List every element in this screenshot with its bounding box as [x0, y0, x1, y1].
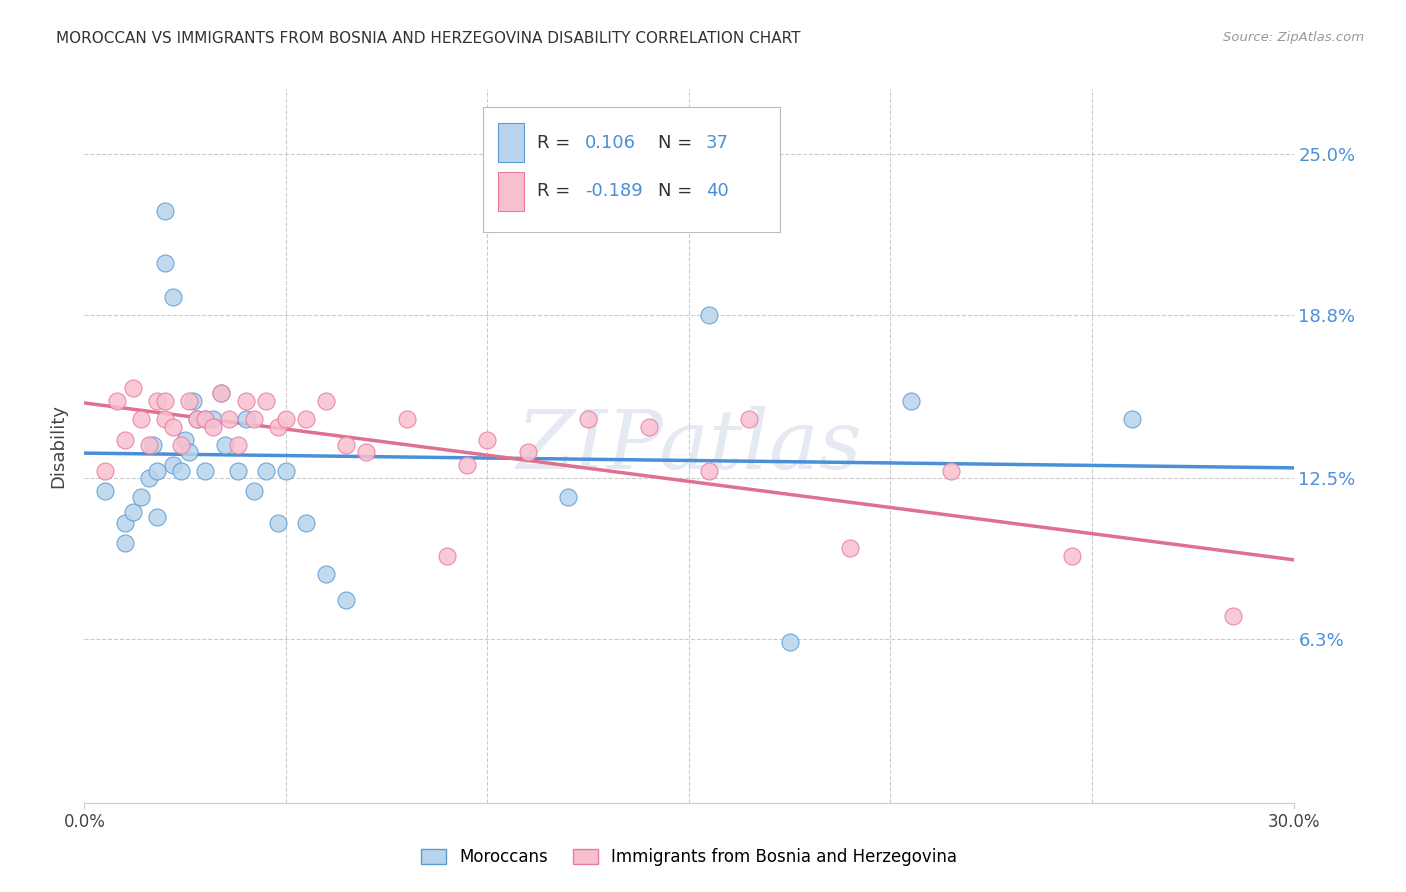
Point [194, 411, 217, 425]
Point [267, 419, 290, 434]
Point [226, 464, 249, 478]
Point [335, 438, 357, 452]
Point [114, 433, 136, 447]
Point [153, 411, 176, 425]
Point [557, 490, 579, 504]
Y-axis label: Disability: Disability [49, 404, 67, 488]
Point [153, 204, 176, 219]
Point [121, 505, 143, 519]
Point [114, 516, 136, 530]
Point [146, 393, 169, 408]
Point [181, 393, 204, 408]
Point [356, 445, 378, 459]
Text: 0.106: 0.106 [585, 134, 636, 152]
Point [153, 393, 176, 408]
Point [315, 393, 337, 408]
Point [202, 419, 225, 434]
Point [146, 510, 169, 524]
Point [697, 308, 720, 322]
Point [1060, 549, 1083, 564]
Point [1121, 411, 1143, 425]
Text: ZIPatlas: ZIPatlas [516, 406, 862, 486]
Point [242, 484, 264, 499]
Point [186, 411, 208, 425]
Point [179, 393, 201, 408]
Point [153, 256, 176, 270]
Point [138, 471, 160, 485]
Point [209, 385, 232, 400]
Legend: Moroccans, Immigrants from Bosnia and Herzegovina: Moroccans, Immigrants from Bosnia and He… [413, 842, 965, 873]
Point [395, 411, 418, 425]
Text: -0.189: -0.189 [585, 182, 643, 200]
Point [162, 290, 184, 304]
Point [242, 411, 264, 425]
Point [576, 411, 599, 425]
Point [779, 635, 801, 649]
Text: R =: R = [537, 134, 575, 152]
Point [839, 541, 862, 556]
FancyBboxPatch shape [498, 171, 524, 211]
Point [93, 464, 115, 478]
Point [121, 381, 143, 395]
Point [105, 393, 128, 408]
Text: R =: R = [537, 182, 575, 200]
Point [315, 567, 337, 582]
Point [162, 458, 184, 473]
Point [142, 438, 165, 452]
Point [129, 411, 152, 425]
Point [456, 458, 478, 473]
FancyBboxPatch shape [484, 107, 779, 232]
Text: Source: ZipAtlas.com: Source: ZipAtlas.com [1223, 31, 1364, 45]
Point [697, 464, 720, 478]
Point [254, 464, 277, 478]
Point [214, 438, 236, 452]
Point [114, 536, 136, 550]
Point [477, 433, 499, 447]
Point [939, 464, 962, 478]
Point [194, 464, 217, 478]
Point [900, 393, 922, 408]
Point [274, 411, 297, 425]
Point [1222, 609, 1244, 624]
Point [209, 385, 232, 400]
Text: MOROCCAN VS IMMIGRANTS FROM BOSNIA AND HERZEGOVINA DISABILITY CORRELATION CHART: MOROCCAN VS IMMIGRANTS FROM BOSNIA AND H… [56, 31, 801, 46]
Point [295, 411, 318, 425]
Point [202, 411, 225, 425]
Text: 37: 37 [706, 134, 728, 152]
Point [436, 549, 458, 564]
Point [235, 411, 257, 425]
Point [235, 393, 257, 408]
Point [637, 419, 659, 434]
Point [93, 484, 115, 499]
Text: 40: 40 [706, 182, 728, 200]
Point [218, 411, 240, 425]
Text: N =: N = [658, 134, 697, 152]
Point [138, 438, 160, 452]
Point [516, 445, 538, 459]
Point [335, 593, 357, 607]
Point [254, 393, 277, 408]
Point [174, 433, 197, 447]
Point [267, 516, 290, 530]
Point [170, 438, 193, 452]
Point [738, 411, 761, 425]
Point [170, 464, 193, 478]
Point [186, 411, 208, 425]
Point [295, 516, 318, 530]
Point [226, 438, 249, 452]
Point [194, 411, 217, 425]
FancyBboxPatch shape [498, 123, 524, 162]
Point [146, 464, 169, 478]
Point [162, 419, 184, 434]
Text: N =: N = [658, 182, 697, 200]
Point [129, 490, 152, 504]
Point [274, 464, 297, 478]
Point [179, 445, 201, 459]
